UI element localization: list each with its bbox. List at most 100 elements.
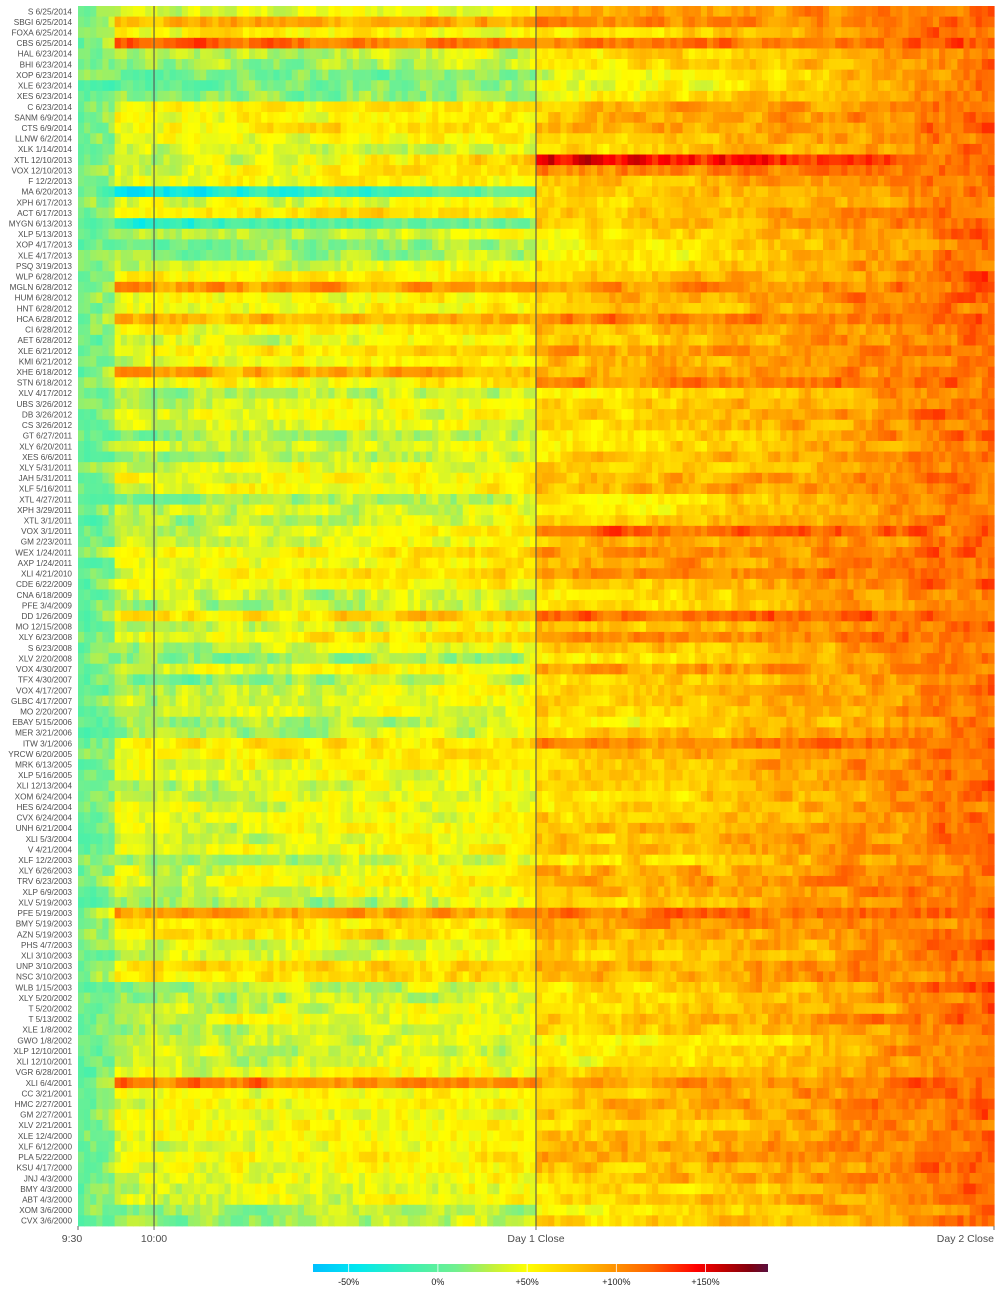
heatmap-cell: [242, 48, 250, 60]
heatmap-cell: [676, 239, 684, 251]
heatmap-cell: [987, 59, 995, 71]
heatmap-cell: [218, 260, 226, 272]
heatmap-cell: [584, 345, 592, 357]
heatmap-cell: [597, 69, 604, 81]
heatmap-cell: [859, 260, 867, 272]
heatmap-cell: [871, 69, 879, 81]
heatmap-cell: [658, 80, 665, 92]
heatmap-cell: [884, 59, 891, 71]
heatmap-cell: [230, 59, 238, 71]
heatmap-cell: [456, 90, 464, 102]
heatmap-cell: [804, 6, 812, 18]
heatmap-cell: [450, 281, 458, 293]
heatmap-cell: [529, 292, 537, 304]
heatmap-cell: [84, 196, 91, 208]
heatmap-cell: [939, 250, 946, 262]
heatmap-cell: [926, 112, 934, 124]
heatmap-cell: [786, 69, 794, 81]
heatmap-cell: [96, 313, 104, 325]
heatmap-cell: [688, 175, 696, 187]
heatmap-cell: [426, 69, 433, 81]
heatmap-cell: [853, 175, 861, 187]
heatmap-cell: [969, 90, 977, 102]
heatmap-cell: [499, 154, 507, 166]
heatmap-cell: [792, 90, 800, 102]
heatmap-cell: [267, 80, 275, 92]
heatmap-cell: [456, 345, 464, 357]
heatmap-cell: [426, 303, 433, 315]
heatmap-cell: [444, 186, 452, 198]
heatmap-cell: [145, 154, 152, 166]
heatmap-cell: [328, 165, 336, 177]
heatmap-cell: [798, 90, 806, 102]
heatmap-cell: [505, 313, 513, 325]
heatmap-cell: [731, 16, 739, 28]
heatmap-cell: [218, 207, 226, 219]
heatmap-cell: [132, 250, 140, 262]
heatmap-cell: [322, 175, 329, 187]
heatmap-cell: [792, 207, 800, 219]
heatmap-cell: [914, 345, 922, 357]
heatmap-cell: [169, 292, 177, 304]
heatmap-cell: [316, 228, 323, 240]
heatmap-cell: [78, 165, 85, 177]
heatmap-cell: [426, 80, 433, 92]
heatmap-cell: [560, 345, 568, 357]
heatmap-cell: [126, 303, 134, 315]
heatmap-cell: [438, 207, 445, 219]
heatmap-cell: [542, 303, 549, 315]
heatmap-cell: [151, 303, 158, 315]
heatmap-cell: [603, 250, 610, 262]
heatmap-cell: [768, 292, 775, 304]
heatmap-cell: [987, 292, 995, 304]
heatmap-cell: [542, 59, 549, 71]
heatmap-cell: [829, 112, 836, 124]
heatmap-cell: [517, 334, 525, 346]
heatmap-cell: [536, 186, 543, 198]
heatmap-cell: [139, 27, 146, 39]
heatmap-cell: [658, 324, 665, 336]
heatmap-cell: [468, 16, 476, 28]
heatmap-cell: [316, 250, 323, 262]
heatmap-cell: [700, 345, 708, 357]
heatmap-cell: [755, 345, 763, 357]
heatmap-cell: [126, 37, 134, 49]
heatmap-cell: [536, 101, 543, 113]
heatmap-cell: [169, 59, 177, 71]
heatmap-cell: [841, 250, 849, 262]
heatmap-cell: [181, 143, 189, 155]
heatmap-cell: [139, 281, 146, 293]
heatmap-cell: [426, 143, 433, 155]
heatmap-cell: [621, 122, 629, 134]
heatmap-cell: [584, 313, 592, 325]
heatmap-cell: [932, 6, 940, 18]
heatmap-cell: [798, 196, 806, 208]
heatmap-cell: [438, 196, 445, 208]
heatmap-cell: [194, 228, 201, 240]
heatmap-cell: [810, 80, 818, 92]
heatmap-cell: [255, 27, 262, 39]
heatmap-cell: [194, 281, 201, 293]
heatmap-cell: [151, 313, 158, 325]
heatmap-cell: [957, 334, 965, 346]
heatmap-cell: [407, 175, 415, 187]
heatmap-cell: [468, 207, 476, 219]
heatmap-cell: [700, 324, 708, 336]
heatmap-cell: [462, 112, 470, 124]
heatmap-cell: [413, 90, 421, 102]
heatmap-cell: [536, 196, 543, 208]
heatmap-cell: [932, 90, 940, 102]
heatmap-cell: [786, 112, 794, 124]
heatmap-cell: [792, 37, 800, 49]
heatmap-cell: [859, 324, 867, 336]
heatmap-cell: [542, 324, 549, 336]
heatmap-cell: [291, 218, 299, 230]
heatmap-cell: [578, 345, 586, 357]
heatmap-cell: [554, 196, 562, 208]
heatmap-cell: [627, 334, 635, 346]
heatmap-cell: [963, 133, 971, 145]
heatmap-cell: [120, 80, 128, 92]
heatmap-cell: [255, 207, 262, 219]
heatmap-cell: [682, 16, 690, 28]
heatmap-cell: [597, 101, 604, 113]
